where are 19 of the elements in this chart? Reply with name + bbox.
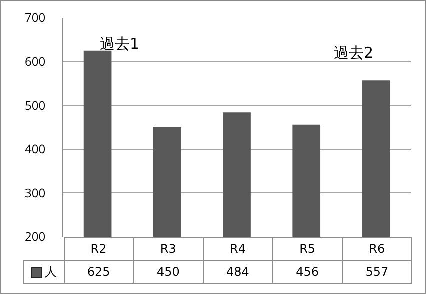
data-label: 456 bbox=[272, 260, 342, 284]
data-label: 557 bbox=[342, 260, 412, 284]
y-tick-label: 200 bbox=[25, 228, 46, 246]
y-tick-label: 600 bbox=[25, 53, 46, 70]
data-label: 484 bbox=[203, 260, 273, 284]
annotation: 過去2 bbox=[334, 44, 374, 62]
x-tick-label: R3 bbox=[134, 238, 204, 260]
y-tick-label: 700 bbox=[25, 9, 46, 26]
legend-label: 人 bbox=[44, 264, 57, 278]
y-tick-label: 400 bbox=[25, 140, 46, 158]
y-tick-label: 500 bbox=[25, 96, 46, 114]
x-tick-label: R4 bbox=[203, 238, 273, 260]
data-label: 450 bbox=[134, 260, 204, 284]
x-tick-label: R2 bbox=[64, 238, 134, 260]
x-tick-label: R6 bbox=[342, 238, 412, 260]
y-tick-label: 300 bbox=[25, 184, 46, 202]
annotation: 過去1 bbox=[100, 35, 140, 53]
x-tick-label: R5 bbox=[272, 238, 342, 260]
data-label: 625 bbox=[64, 260, 134, 284]
